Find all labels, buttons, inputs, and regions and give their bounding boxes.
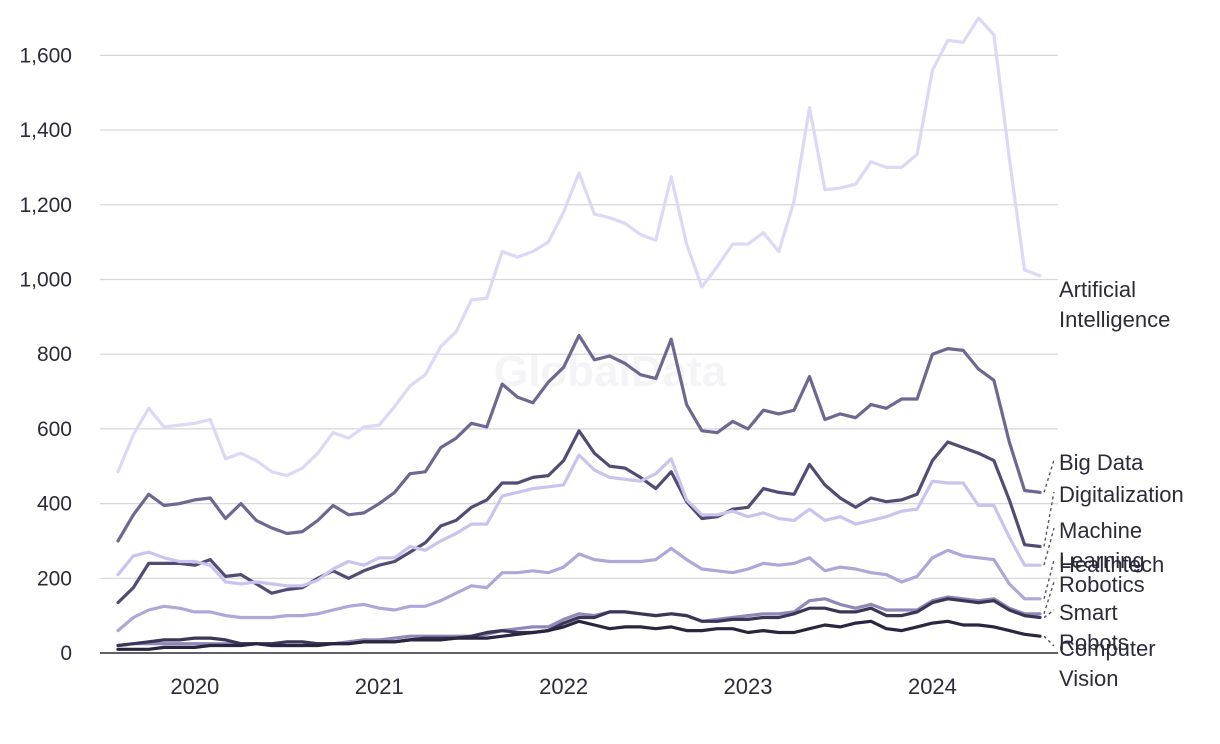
series-line-digitalization <box>116 429 1042 605</box>
label-leader-line <box>1043 581 1055 614</box>
y-tick-label: 1,000 <box>19 268 72 291</box>
label-leader-line <box>1043 491 1055 547</box>
y-tick-label: 1,600 <box>19 44 72 67</box>
series-label-text: Intelligence <box>1059 307 1170 332</box>
x-axis-ticks: 2020 2021 2022 2023 2024 <box>170 674 957 699</box>
label-leader-line <box>1043 459 1055 493</box>
series-label-text: Machine <box>1059 518 1142 543</box>
label-leader-line <box>1043 527 1055 566</box>
series-label-text: Big Data <box>1059 450 1144 475</box>
series-label-text: Robots <box>1059 630 1129 655</box>
label-leader-line <box>1043 609 1055 619</box>
series-lines <box>116 16 1042 651</box>
series-label-text: Artificial <box>1059 277 1136 302</box>
x-tick-label: 2022 <box>539 674 588 699</box>
x-tick-label: 2020 <box>170 674 219 699</box>
series-label-text: Computer <box>1059 636 1156 661</box>
series-label-text: Robotics <box>1059 572 1145 597</box>
y-tick-label: 0 <box>60 642 72 665</box>
series-line-big-data <box>116 333 1042 543</box>
y-tick-label: 600 <box>37 418 72 441</box>
series-line-healthtech <box>116 546 1042 633</box>
y-tick-label: 1,200 <box>19 194 72 217</box>
x-tick-label: 2024 <box>908 674 957 699</box>
series-line-artificial-intelligence <box>116 16 1042 478</box>
series-line-smart-robots <box>116 597 1042 648</box>
x-tick-label: 2023 <box>724 674 773 699</box>
y-tick-label: 400 <box>37 493 72 516</box>
series-label-text: Digitalization <box>1059 482 1184 507</box>
x-tick-label: 2021 <box>355 674 404 699</box>
y-tick-label: 800 <box>37 343 72 366</box>
gridlines <box>100 54 1058 579</box>
series-label-text: Vision <box>1059 666 1119 691</box>
series-label-text: Healthtech <box>1059 552 1164 577</box>
series-label-text: Learning <box>1059 548 1145 573</box>
series-label-text: Smart <box>1059 600 1118 625</box>
label-leader-line <box>1043 559 1055 600</box>
series-labels: Artificial Intelligence Big Data Digitaliza… <box>1043 277 1184 691</box>
series-line-machine-learning <box>116 453 1042 588</box>
y-axis-ticks: 0 200 400 600 800 1,000 1,200 1,400 1,600 <box>19 44 72 665</box>
series-line-computer-vision <box>116 619 1042 651</box>
y-tick-label: 200 <box>37 567 72 590</box>
y-tick-label: 1,400 <box>19 119 72 142</box>
label-leader-line <box>1043 635 1055 647</box>
